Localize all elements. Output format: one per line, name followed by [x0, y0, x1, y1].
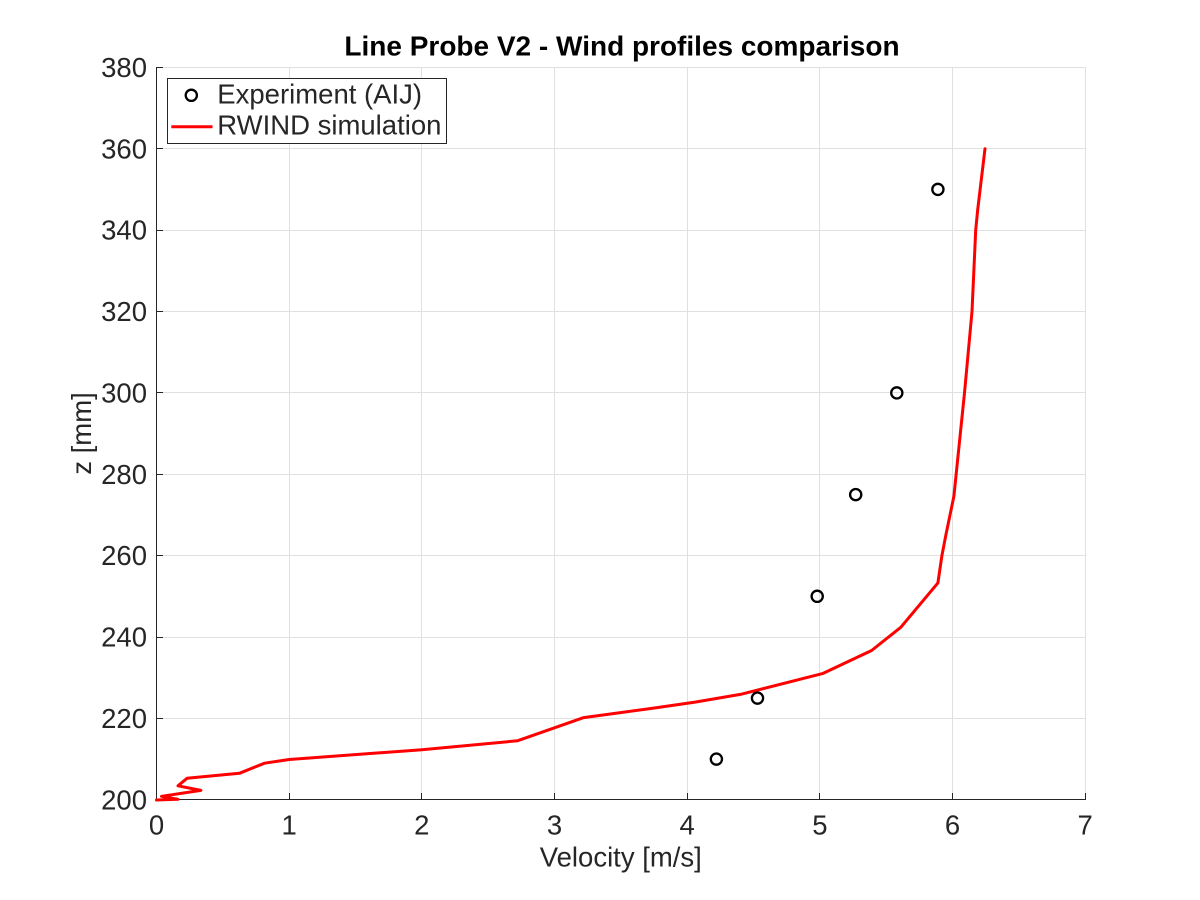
- svg-text:4: 4: [680, 810, 695, 841]
- svg-text:200: 200: [101, 784, 147, 815]
- svg-text:2: 2: [414, 810, 429, 841]
- svg-text:320: 320: [101, 296, 147, 327]
- svg-text:240: 240: [101, 622, 147, 653]
- svg-text:1: 1: [282, 810, 297, 841]
- svg-text:380: 380: [101, 52, 147, 83]
- svg-text:6: 6: [945, 810, 960, 841]
- svg-text:220: 220: [101, 703, 147, 734]
- svg-text:Velocity [m/s]: Velocity [m/s]: [540, 841, 702, 872]
- svg-text:300: 300: [101, 378, 147, 409]
- svg-text:3: 3: [547, 810, 562, 841]
- svg-text:Line Probe V2 - Wind profiles: Line Probe V2 - Wind profiles comparison: [344, 30, 899, 61]
- svg-text:280: 280: [101, 459, 147, 490]
- svg-text:Experiment (AIJ): Experiment (AIJ): [217, 79, 422, 110]
- svg-text:360: 360: [101, 133, 147, 164]
- svg-text:z [mm]: z [mm]: [66, 392, 97, 475]
- svg-text:340: 340: [101, 215, 147, 246]
- svg-text:5: 5: [812, 810, 827, 841]
- svg-text:RWIND simulation: RWIND simulation: [217, 110, 441, 141]
- svg-text:260: 260: [101, 540, 147, 571]
- svg-text:0: 0: [149, 810, 164, 841]
- svg-text:7: 7: [1078, 810, 1093, 841]
